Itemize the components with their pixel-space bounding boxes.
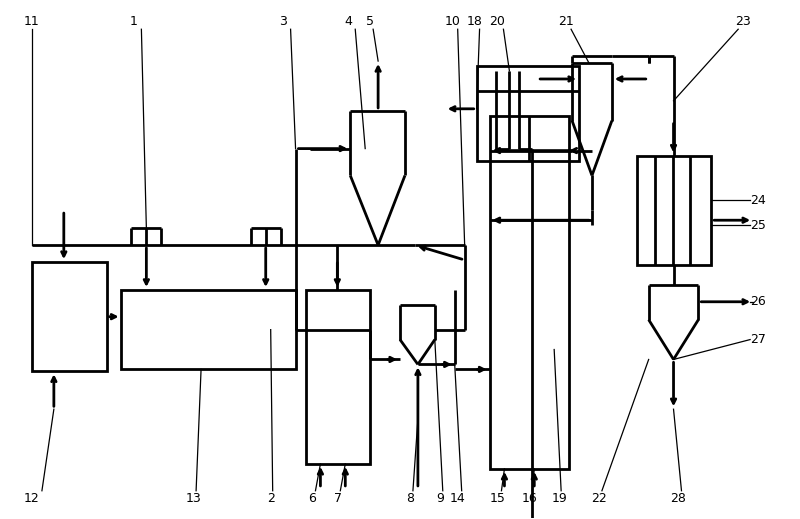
Text: 21: 21 <box>558 15 574 28</box>
Text: 19: 19 <box>551 492 567 505</box>
Text: 8: 8 <box>406 492 414 505</box>
Text: 11: 11 <box>24 15 40 28</box>
Text: 9: 9 <box>436 492 444 505</box>
Text: 23: 23 <box>735 15 751 28</box>
Bar <box>477 66 579 160</box>
Bar <box>306 290 370 464</box>
Text: 28: 28 <box>670 492 686 505</box>
Text: 15: 15 <box>490 492 506 505</box>
Text: 13: 13 <box>186 492 201 505</box>
Text: 20: 20 <box>490 15 506 28</box>
Text: 3: 3 <box>278 15 286 28</box>
Text: 14: 14 <box>450 492 466 505</box>
Text: 24: 24 <box>750 194 766 207</box>
Bar <box>32 262 106 372</box>
Text: 5: 5 <box>366 15 374 28</box>
Text: 1: 1 <box>130 15 138 28</box>
Text: 16: 16 <box>522 492 537 505</box>
Text: 27: 27 <box>750 333 766 346</box>
Text: 22: 22 <box>591 492 607 505</box>
Bar <box>490 116 569 469</box>
Text: 7: 7 <box>334 492 342 505</box>
Text: 18: 18 <box>466 15 482 28</box>
Text: 2: 2 <box>266 492 274 505</box>
Bar <box>122 290 295 370</box>
Text: 26: 26 <box>750 295 766 308</box>
Text: 25: 25 <box>750 218 766 231</box>
Text: 6: 6 <box>309 492 317 505</box>
Text: 10: 10 <box>445 15 461 28</box>
Text: 4: 4 <box>344 15 352 28</box>
Text: 12: 12 <box>24 492 40 505</box>
Bar <box>637 156 711 265</box>
